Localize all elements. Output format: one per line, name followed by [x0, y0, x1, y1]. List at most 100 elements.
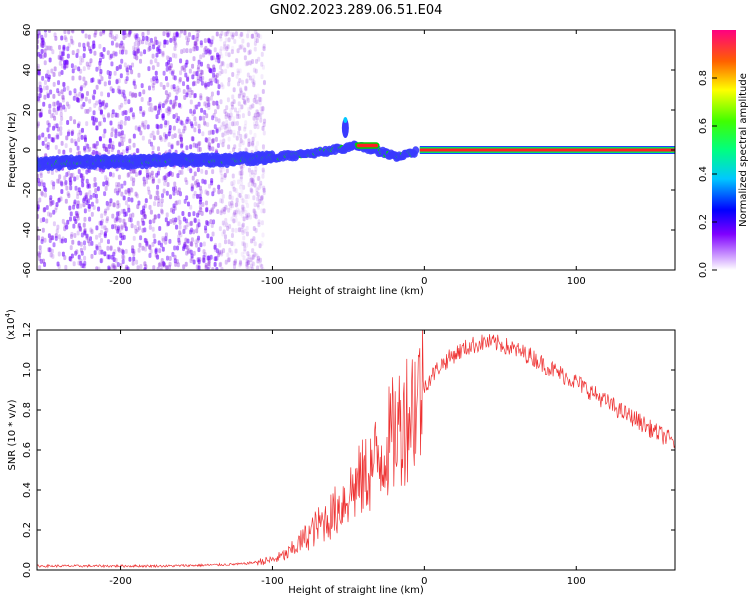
noise-point	[154, 105, 158, 111]
noise-point	[62, 86, 66, 92]
noise-point	[79, 86, 83, 92]
noise-point	[235, 135, 239, 141]
noise-point	[247, 111, 251, 117]
noise-point	[104, 186, 108, 192]
noise-point	[164, 236, 168, 242]
noise-point	[51, 49, 55, 55]
noise-point	[220, 60, 224, 66]
noise-point	[207, 130, 211, 136]
noise-point	[212, 203, 216, 209]
noise-point	[86, 183, 90, 189]
noise-point	[225, 31, 229, 37]
noise-point	[163, 175, 167, 181]
noise-point	[133, 51, 137, 57]
noise-point	[67, 104, 71, 110]
noise-point	[158, 135, 162, 141]
noise-point	[248, 60, 252, 66]
noise-point	[154, 70, 158, 76]
noise-point	[37, 86, 40, 92]
noise-point	[186, 116, 190, 122]
noise-point	[168, 256, 172, 262]
noise-point	[215, 266, 219, 270]
noise-point	[137, 41, 141, 47]
noise-point	[73, 119, 77, 125]
noise-point	[46, 127, 50, 133]
noise-point	[234, 212, 238, 218]
noise-point	[257, 204, 261, 210]
noise-point	[97, 206, 101, 212]
noise-point	[252, 226, 256, 232]
noise-point	[229, 112, 233, 118]
noise-point	[80, 92, 84, 98]
noise-point	[96, 186, 100, 192]
noise-point	[75, 175, 79, 181]
noise-point	[210, 91, 214, 97]
noise-point	[231, 94, 235, 100]
noise-point	[98, 242, 102, 248]
noise-point	[232, 241, 236, 247]
noise-point	[252, 97, 256, 103]
noise-point	[82, 53, 86, 59]
snr-scale-prefix: (x10	[6, 317, 17, 340]
noise-point	[73, 88, 77, 94]
snr-scale-note: (x104)	[4, 309, 17, 340]
noise-point	[214, 78, 218, 84]
noise-point	[241, 140, 245, 146]
noise-point	[165, 190, 169, 196]
noise-point	[119, 124, 123, 130]
noise-point	[262, 46, 266, 52]
noise-point	[99, 258, 103, 264]
noise-point	[257, 194, 261, 200]
noise-point	[103, 225, 107, 231]
noise-point	[81, 57, 85, 63]
noise-point	[196, 78, 200, 84]
noise-point	[171, 36, 175, 42]
noise-point	[93, 143, 97, 149]
noise-point	[189, 221, 193, 227]
x-tick-label: -200	[109, 276, 132, 287]
noise-point	[213, 256, 217, 262]
noise-point	[165, 97, 169, 103]
noise-point	[224, 204, 228, 210]
noise-point	[122, 93, 126, 99]
noise-point	[199, 69, 203, 75]
noise-point	[254, 227, 258, 233]
noise-point	[157, 146, 161, 152]
noise-point	[45, 85, 49, 91]
noise-point	[207, 50, 211, 56]
noise-point	[152, 85, 156, 91]
noise-point	[130, 69, 134, 75]
noise-point	[161, 113, 165, 119]
noise-point	[46, 69, 50, 75]
noise-point	[43, 94, 47, 100]
noise-point	[157, 45, 161, 51]
noise-point	[65, 135, 69, 141]
noise-point	[242, 255, 246, 261]
noise-point	[60, 116, 64, 122]
noise-point	[226, 225, 230, 231]
noise-point	[158, 101, 162, 107]
noise-point	[236, 201, 240, 207]
noise-point	[137, 72, 141, 78]
noise-point	[75, 213, 79, 219]
noise-point	[47, 211, 51, 217]
noise-point	[82, 42, 86, 48]
noise-point	[193, 171, 197, 177]
noise-point	[37, 213, 40, 219]
noise-point	[171, 251, 175, 257]
noise-point	[181, 81, 185, 87]
y-tick-label: -40	[22, 222, 33, 238]
noise-point	[56, 134, 60, 140]
noise-point	[143, 124, 147, 130]
noise-point	[211, 100, 215, 106]
noise-point	[117, 187, 121, 193]
noise-point	[237, 125, 241, 131]
noise-point	[189, 258, 193, 264]
noise-point	[112, 265, 116, 270]
noise-point	[67, 193, 71, 199]
noise-point	[69, 172, 73, 178]
noise-point	[121, 249, 125, 255]
noise-point	[173, 205, 177, 211]
noise-point	[260, 264, 264, 270]
noise-point	[210, 207, 214, 213]
